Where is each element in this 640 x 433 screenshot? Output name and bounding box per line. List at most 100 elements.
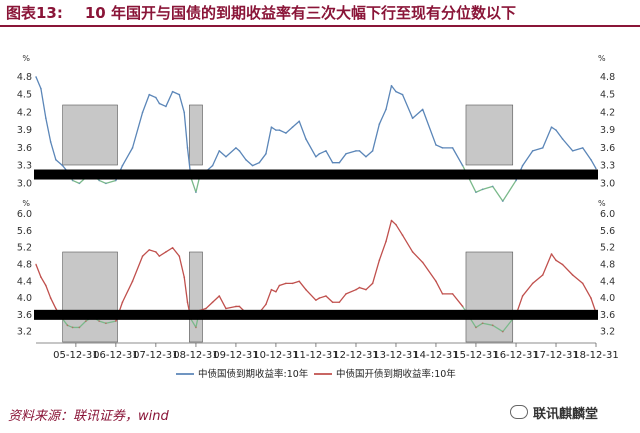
data-point-p2-56 — [385, 240, 387, 243]
data-point-p1-16 — [141, 111, 144, 114]
data-point-p1-41 — [284, 132, 287, 134]
data-point-p2-51 — [355, 288, 357, 291]
y-tick-left-p2-4: 4.8 — [17, 260, 32, 271]
y-tick-left-p1-2: 3.6 — [17, 143, 32, 154]
y-tick-left-p1-5: 4.5 — [17, 90, 32, 101]
data-point-p1-34 — [244, 158, 247, 161]
data-point-p1-31 — [225, 155, 227, 158]
data-point-p1-29 — [211, 164, 214, 167]
data-point-p2-9 — [84, 320, 87, 323]
data-point-p1-22 — [178, 93, 181, 96]
data-point-p1-26 — [195, 191, 197, 194]
figure-title: 10 年国开与国债的到期收益率有三次大幅下行至现有分位数以下 — [84, 3, 516, 22]
series-line-p1-seg-2 — [115, 90, 192, 181]
legend-label-cdb: 中债国开债到期收益率:10年 — [336, 368, 456, 380]
data-point-p2-59 — [401, 234, 404, 237]
data-point-p2-48 — [331, 301, 334, 304]
data-point-p2-43 — [298, 280, 301, 283]
data-point-p1-51 — [355, 149, 357, 152]
data-point-p1-79 — [590, 158, 592, 161]
data-point-p1-54 — [371, 149, 374, 152]
data-point-p1-70 — [515, 179, 517, 182]
series-line-p1-seg-3 — [190, 177, 201, 193]
data-point-p1-61 — [421, 108, 424, 111]
y-tick-right-p2-1: 3.6 — [600, 310, 615, 321]
data-point-p1-5 — [61, 164, 64, 167]
data-point-p2-7 — [71, 326, 74, 329]
x-tick-label-3: 08-12-31 — [173, 350, 218, 361]
x-tick-label-13: 18-12-31 — [573, 350, 618, 361]
data-point-p1-67 — [481, 188, 484, 191]
data-point-p1-49 — [338, 161, 341, 164]
data-point-p1-52 — [358, 149, 361, 152]
threshold-band-p1 — [34, 169, 598, 180]
y-tick-right-p2-6: 5.6 — [600, 226, 615, 237]
data-point-p2-2 — [44, 284, 47, 287]
title-bar: 图表13: 10 年国开与国债的到期收益率有三次大幅下行至现有分位数以下 — [0, 0, 640, 24]
data-point-p2-17 — [148, 248, 151, 251]
y-tick-right-p1-2: 3.6 — [600, 143, 615, 154]
shaded-period-2-panel-2 — [189, 251, 203, 343]
data-point-p1-80 — [595, 167, 597, 170]
data-point-p2-37 — [265, 303, 267, 306]
y-tick-left-p2-2: 4.0 — [17, 293, 32, 304]
y-tick-left-p2-0: 3.2 — [17, 327, 32, 338]
shaded-period-3-panel-1 — [465, 104, 514, 166]
data-point-p2-4 — [54, 307, 57, 310]
data-point-p2-55 — [378, 259, 381, 262]
data-point-p1-45 — [314, 155, 317, 158]
data-point-p2-8 — [78, 326, 81, 329]
data-point-p2-13 — [114, 320, 117, 323]
data-point-p1-40 — [278, 129, 281, 132]
data-point-p1-59 — [401, 93, 404, 96]
x-tick-label-4: 09-12-31 — [213, 350, 258, 361]
data-point-p2-33 — [238, 305, 241, 308]
y-tick-left-p2-3: 4.4 — [17, 276, 32, 287]
data-point-p2-22 — [178, 255, 181, 258]
series-line-p2-seg-4 — [199, 219, 464, 316]
chart-canvas: 3.0 3.0 3.3 3.3 3.6 3.6 3.9 3.9 4.2 4.2 4.5 4.5 4.8 4… — [17, 54, 619, 380]
data-point-p2-65 — [461, 305, 464, 308]
data-point-p1-35 — [251, 164, 254, 167]
data-point-p1-17 — [148, 93, 151, 96]
data-point-p1-47 — [325, 149, 327, 152]
unit-right-p1: % — [598, 54, 606, 63]
x-tick-label-1: 06-12-31 — [93, 350, 138, 361]
data-point-p2-42 — [291, 282, 294, 285]
data-point-p2-47 — [325, 295, 327, 297]
data-point-p2-63 — [441, 292, 444, 295]
data-point-p1-0 — [35, 75, 37, 78]
data-point-p2-66 — [475, 326, 477, 329]
data-point-p1-42 — [291, 126, 294, 129]
data-point-p1-77 — [571, 149, 574, 152]
data-point-p2-60 — [411, 251, 414, 253]
x-tick-label-7: 12-12-31 — [333, 350, 378, 361]
data-point-p2-44 — [305, 288, 307, 291]
data-point-p2-53 — [365, 288, 367, 291]
data-point-p2-19 — [158, 255, 161, 258]
y-tick-right-p1-5: 4.5 — [600, 90, 615, 101]
data-point-p2-54 — [371, 282, 374, 285]
x-tick-label-6: 11-12-31 — [293, 350, 338, 361]
data-point-p1-50 — [345, 152, 347, 155]
data-point-p1-3 — [49, 141, 52, 143]
unit-left-p2: % — [22, 199, 30, 208]
data-point-p1-20 — [165, 105, 167, 108]
shaded-period-1-panel-1 — [62, 104, 118, 166]
data-point-p1-37 — [265, 152, 267, 155]
data-point-p1-58 — [395, 90, 397, 93]
y-tick-left-p1-6: 4.8 — [17, 72, 32, 83]
series-line-p2-seg-5 — [462, 306, 517, 333]
series-line-p1-seg-5 — [462, 165, 517, 202]
data-point-p1-19 — [158, 102, 161, 105]
data-point-p2-72 — [531, 282, 534, 285]
data-point-p1-38 — [270, 126, 273, 129]
data-point-p2-38 — [270, 288, 273, 291]
data-point-p2-76 — [561, 263, 564, 266]
data-point-p1-76 — [561, 138, 564, 140]
series-line-p1-seg-4 — [199, 85, 464, 178]
data-point-p1-8 — [78, 182, 81, 185]
data-point-p2-11 — [98, 320, 101, 323]
data-point-p1-15 — [131, 146, 134, 149]
data-point-p2-46 — [318, 297, 321, 299]
